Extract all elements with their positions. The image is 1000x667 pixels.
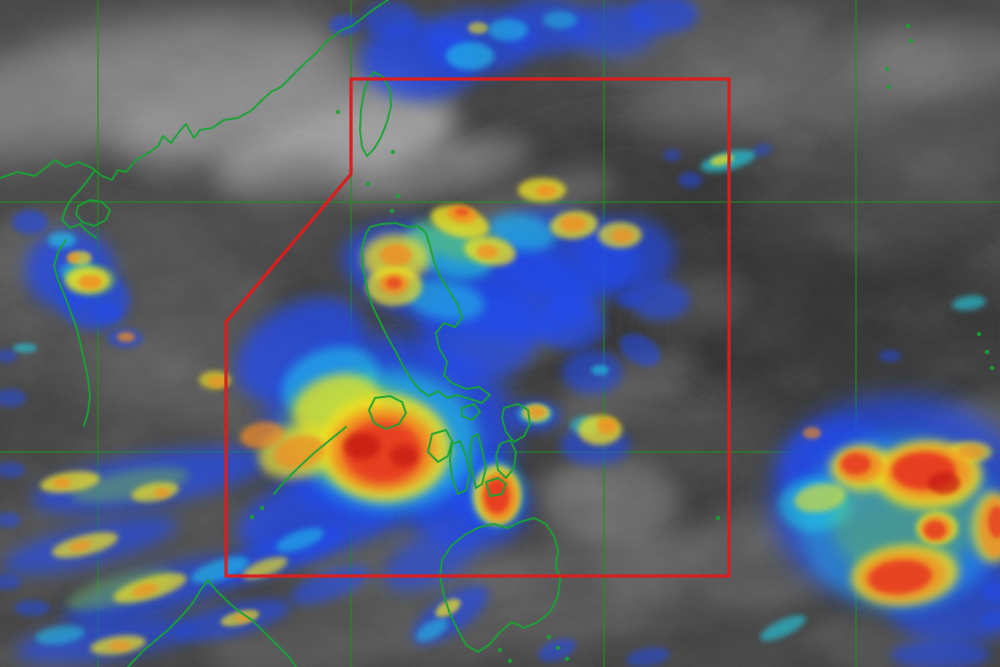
satellite-weather-map bbox=[0, 0, 1000, 667]
satellite-weather-screenshot bbox=[0, 0, 1000, 667]
film-grain-overlay bbox=[0, 0, 1000, 667]
